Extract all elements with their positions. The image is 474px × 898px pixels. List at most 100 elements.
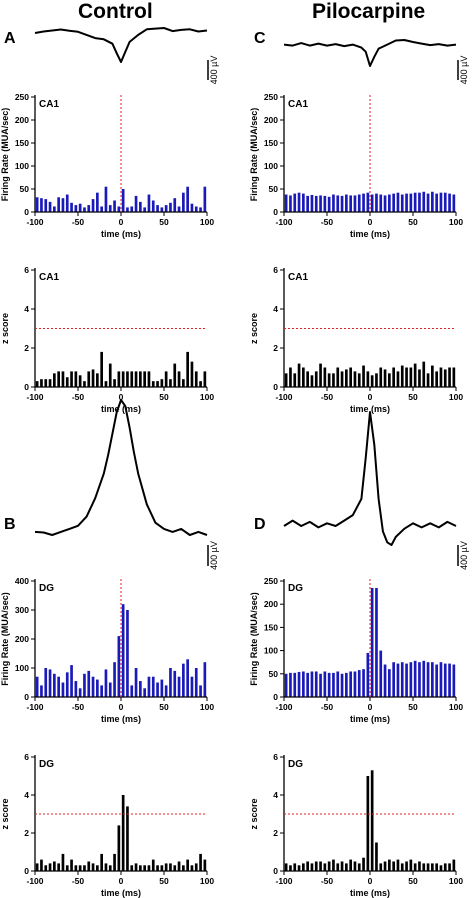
z-pilo-ca1-bar xyxy=(448,367,451,387)
z-pilo-dg-bar xyxy=(345,863,348,871)
z-pilo-ca1-x-label: time (ms) xyxy=(350,404,390,414)
mua-control-dg-x-tick-label: 0 xyxy=(119,702,124,712)
mua-control-ca1-bar xyxy=(134,195,138,212)
z-pilo-dg-y-tick-label: 4 xyxy=(273,790,278,800)
mua-pilo-dg-y-tick-label: 250 xyxy=(264,576,278,586)
mua-pilo-ca1-y-label: Firing Rate (MUA/sec) xyxy=(249,108,259,202)
z-pilo-dg-y-tick-label: 0 xyxy=(273,866,278,876)
mua-pilo-ca1-bar xyxy=(345,194,348,212)
mua-pilo-dg-bar xyxy=(310,671,314,697)
z-control-ca1-region-label: CA1 xyxy=(39,272,59,283)
panel-letter-b: B xyxy=(4,516,16,533)
mua-pilo-dg-bar xyxy=(375,587,378,697)
z-pilo-ca1-bar xyxy=(418,369,421,387)
z-control-ca1-bar xyxy=(143,371,146,387)
z-pilo-ca1-bar xyxy=(379,367,383,387)
z-pilo-dg-y-tick-label: 2 xyxy=(273,828,278,838)
z-control-dg-bar xyxy=(53,861,56,871)
mua-pilo-ca1-bar xyxy=(302,193,305,212)
z-control-dg-bar xyxy=(91,863,95,871)
z-control-ca1-bar xyxy=(91,369,95,387)
mua-control-dg-bar xyxy=(160,679,164,697)
mua-pilo-dg-x-tick-label: 100 xyxy=(449,702,463,712)
z-control-dg-bar xyxy=(151,859,155,871)
mua-control-dg-bar xyxy=(121,604,125,697)
mua-pilo-ca1-bar xyxy=(319,195,322,212)
z-control-ca1-bar xyxy=(65,377,69,387)
mua-pilo-ca1-bar xyxy=(388,194,391,212)
mua-pilo-ca1-bar xyxy=(336,195,340,212)
z-control-dg-y-tick-label: 4 xyxy=(24,790,29,800)
mua-control-ca1-bar xyxy=(139,201,142,212)
z-control-dg-x-tick-label: 0 xyxy=(119,876,124,886)
mua-control-ca1-x-tick-label: 0 xyxy=(119,217,124,227)
z-pilo-dg-bar xyxy=(284,863,288,871)
z-pilo-dg-bar xyxy=(435,863,438,871)
z-pilo-ca1-y-tick-label: 2 xyxy=(273,343,278,353)
mua-pilo-ca1-bar xyxy=(413,192,417,212)
z-control-ca1-bar xyxy=(186,351,189,387)
z-pilo-dg-x-label: time (ms) xyxy=(350,888,390,898)
mua-pilo-dg-bar xyxy=(448,663,451,697)
mua-control-ca1-y-tick-label: 250 xyxy=(15,92,29,102)
z-control-dg-y-tick-label: 0 xyxy=(24,866,29,876)
z-pilo-dg-bar xyxy=(426,863,430,871)
z-pilo-dg-bar xyxy=(392,861,395,871)
z-pilo-dg-bar xyxy=(439,865,443,871)
mua-pilo-ca1-bar xyxy=(327,196,331,212)
z-pilo-ca1-bar xyxy=(452,367,456,387)
mua-control-ca1-bar xyxy=(117,206,121,212)
mua-pilo-dg-bar xyxy=(431,662,434,697)
z-pilo-ca1-bar xyxy=(332,373,335,387)
mua-pilo-dg-bar xyxy=(323,671,327,697)
z-control-ca1-y-tick-label: 2 xyxy=(24,343,29,353)
z-pilo-dg-bar xyxy=(289,865,292,871)
mua-control-dg-bar xyxy=(186,659,189,697)
mua-pilo-ca1-x-tick-label: 100 xyxy=(449,217,463,227)
z-pilo-ca1-bar xyxy=(409,367,413,387)
z-pilo-dg-bar xyxy=(336,863,340,871)
mua-control-dg-bar xyxy=(182,663,185,697)
z-pilo-ca1-x-tick-label: 50 xyxy=(408,392,418,402)
z-pilo-ca1-bar xyxy=(336,367,340,387)
z-control-ca1-bar xyxy=(113,379,116,387)
z-pilo-ca1-bar xyxy=(383,369,387,387)
z-pilo-dg-x-tick-label: 0 xyxy=(368,876,373,886)
mua-pilo-dg-bar xyxy=(392,662,395,697)
z-control-ca1-y-tick-label: 6 xyxy=(24,265,29,275)
z-control-dg-y-label: z score xyxy=(0,798,10,829)
mua-pilo-dg-y-tick-label: 0 xyxy=(273,692,278,702)
z-pilo-ca1-region-label: CA1 xyxy=(288,272,308,283)
z-control-dg-bar xyxy=(35,863,39,871)
z-control-dg-bar xyxy=(57,863,60,871)
mua-pilo-dg-bar xyxy=(413,660,417,697)
mua-control-ca1-bar xyxy=(91,199,95,212)
mua-control-dg-bar xyxy=(147,676,151,697)
lfp-control-ca1-scale-label: 400 µV xyxy=(209,56,219,85)
z-pilo-ca1-x-tick-label: 0 xyxy=(368,392,373,402)
z-pilo-ca1-x-tick-label: -100 xyxy=(275,392,292,402)
z-control-ca1-bar xyxy=(177,371,181,387)
column-title-pilocarpine: Pilocarpine xyxy=(312,0,426,23)
mua-control-ca1-bar xyxy=(169,202,172,212)
z-control-ca1-bar xyxy=(40,379,43,387)
lfp-pilo-dg-scale-label: 400 µV xyxy=(459,541,469,570)
z-pilo-dg-bar xyxy=(353,861,357,871)
mua-control-dg-bar xyxy=(199,685,202,697)
mua-control-ca1-bar xyxy=(74,205,78,212)
mua-pilo-dg-bar xyxy=(439,662,443,697)
mua-pilo-dg-x-tick-label: -50 xyxy=(321,702,334,712)
mua-pilo-dg-bar xyxy=(426,662,430,697)
z-pilo-dg-bar xyxy=(319,861,322,871)
mua-control-dg-bar xyxy=(134,668,138,697)
z-control-dg-bar xyxy=(121,795,125,871)
mua-pilo-dg-x-label: time (ms) xyxy=(350,714,390,724)
mua-control-dg-bar xyxy=(113,662,116,697)
z-pilo-ca1-bar xyxy=(388,373,391,387)
mua-pilo-ca1-bar xyxy=(409,193,413,212)
z-control-ca1-bar xyxy=(87,371,91,387)
z-control-ca1-bar xyxy=(35,381,39,387)
mua-control-ca1-bar xyxy=(160,207,164,212)
mua-pilo-dg-y-tick-label: 50 xyxy=(269,669,279,679)
z-control-dg-bar xyxy=(126,806,129,871)
